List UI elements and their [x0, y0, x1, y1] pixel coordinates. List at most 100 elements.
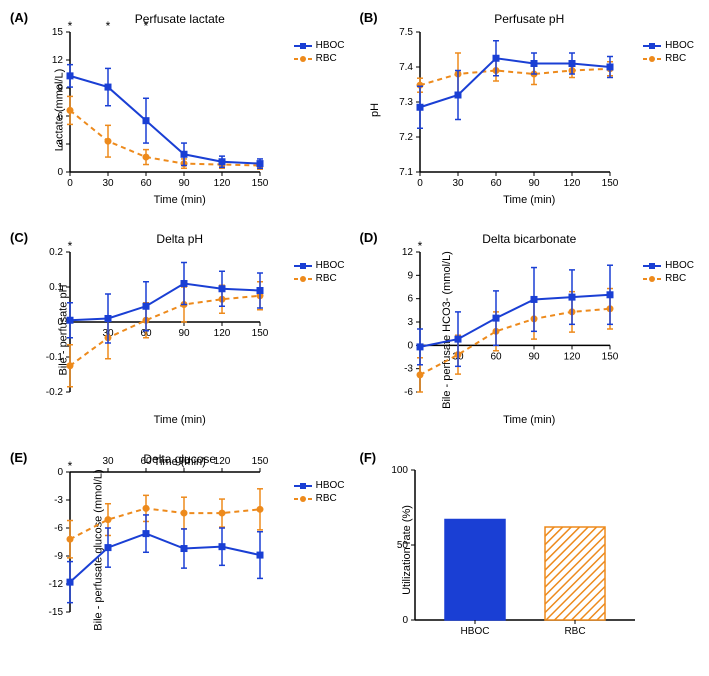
plot-B: 7.17.27.37.47.50306090120150	[420, 32, 610, 172]
svg-text:*: *	[68, 239, 73, 253]
svg-text:0.1: 0.1	[49, 282, 63, 293]
svg-text:90: 90	[178, 178, 190, 189]
svg-text:90: 90	[178, 328, 190, 339]
panel-F: (F)Utilization rate (%) 050100HBOCRBC	[360, 450, 700, 650]
panel-label-F: (F)	[360, 450, 377, 465]
legend-item-rbc: RBC	[294, 53, 345, 64]
plot-A: 036912150306090120150***	[70, 32, 260, 172]
legend-label-hboc: HBOC	[665, 260, 694, 271]
svg-text:30: 30	[102, 456, 114, 467]
svg-text:7.4: 7.4	[399, 62, 413, 73]
svg-text:*: *	[68, 459, 73, 473]
svg-text:-6: -6	[54, 523, 63, 534]
title-D: Delta bicarbonate	[482, 232, 576, 246]
svg-text:0: 0	[67, 178, 73, 189]
ylabel-B: pH	[369, 103, 381, 117]
svg-text:RBC: RBC	[564, 626, 585, 637]
xlabel-C: Time (min)	[154, 414, 206, 426]
legend-label-rbc: RBC	[316, 273, 337, 284]
svg-text:60: 60	[140, 456, 152, 467]
legend-label-hboc: HBOC	[316, 480, 345, 491]
svg-text:90: 90	[528, 178, 540, 189]
svg-text:150: 150	[601, 178, 618, 189]
svg-text:150: 150	[252, 456, 269, 467]
plot-F: 050100HBOCRBC	[415, 470, 635, 620]
xlabel-B: Time (min)	[503, 194, 555, 206]
legend-item-hboc: HBOC	[643, 260, 694, 271]
svg-text:-3: -3	[54, 495, 63, 506]
svg-text:0: 0	[57, 467, 63, 478]
svg-text:*: *	[68, 19, 73, 33]
legend-label-rbc: RBC	[316, 493, 337, 504]
legend-label-hboc: HBOC	[665, 40, 694, 51]
svg-text:-15: -15	[49, 607, 64, 618]
svg-text:-0.2: -0.2	[46, 387, 64, 398]
svg-text:12: 12	[52, 55, 64, 66]
legend: HBOC RBC	[643, 40, 694, 66]
svg-text:7.2: 7.2	[399, 132, 413, 143]
svg-text:60: 60	[140, 178, 152, 189]
panel-B: (B)Perfusate pHpHTime (min)7.17.27.37.47…	[360, 10, 700, 210]
svg-text:0: 0	[57, 317, 63, 328]
plot-D: -6-3036912306090120150*	[420, 252, 610, 392]
svg-text:-3: -3	[404, 364, 413, 375]
svg-text:50: 50	[396, 540, 408, 551]
svg-text:6: 6	[407, 294, 413, 305]
xlabel-D: Time (min)	[503, 414, 555, 426]
svg-text:-6: -6	[404, 387, 413, 398]
panel-label-C: (C)	[10, 230, 28, 245]
svg-text:12: 12	[401, 247, 413, 258]
panel-D: (D)Delta bicarbonateBile - perfusate HCO…	[360, 230, 700, 430]
panel-label-E: (E)	[10, 450, 27, 465]
legend-item-hboc: HBOC	[294, 260, 345, 271]
legend-item-hboc: HBOC	[294, 40, 345, 51]
svg-text:9: 9	[407, 270, 413, 281]
svg-text:0: 0	[57, 167, 63, 178]
xlabel-A: Time (min)	[154, 194, 206, 206]
panel-label-A: (A)	[10, 10, 28, 25]
panel-A: (A)Perfusate lactateLactate (mmol/L)Time…	[10, 10, 350, 210]
svg-text:7.3: 7.3	[399, 97, 413, 108]
legend-item-hboc: HBOC	[643, 40, 694, 51]
legend: HBOC RBC	[294, 260, 345, 286]
svg-text:*: *	[144, 19, 149, 33]
svg-text:6: 6	[57, 111, 63, 122]
svg-text:120: 120	[214, 456, 231, 467]
svg-text:0: 0	[417, 178, 423, 189]
svg-text:3: 3	[57, 139, 63, 150]
svg-text:90: 90	[178, 456, 190, 467]
svg-text:7.1: 7.1	[399, 167, 413, 178]
legend-item-rbc: RBC	[643, 273, 694, 284]
plot-C: -0.2-0.100.10.2306090120150*	[70, 252, 260, 392]
svg-text:15: 15	[52, 27, 64, 38]
legend-label-rbc: RBC	[316, 53, 337, 64]
svg-text:-12: -12	[49, 579, 64, 590]
svg-text:0: 0	[402, 615, 408, 626]
legend-item-rbc: RBC	[294, 493, 345, 504]
panel-label-B: (B)	[360, 10, 378, 25]
panel-C: (C)Delta pHBile - perfusate pHTime (min)…	[10, 230, 350, 430]
legend-item-rbc: RBC	[294, 273, 345, 284]
legend-label-hboc: HBOC	[316, 260, 345, 271]
legend: HBOC RBC	[294, 480, 345, 506]
legend-item-hboc: HBOC	[294, 480, 345, 491]
legend-label-hboc: HBOC	[316, 40, 345, 51]
panel-label-D: (D)	[360, 230, 378, 245]
svg-text:*: *	[106, 19, 111, 33]
title-B: Perfusate pH	[494, 12, 564, 26]
svg-text:150: 150	[252, 178, 269, 189]
svg-text:150: 150	[601, 351, 618, 362]
svg-text:0.2: 0.2	[49, 247, 63, 258]
legend-label-rbc: RBC	[665, 273, 686, 284]
svg-text:60: 60	[490, 351, 502, 362]
panel-E: (E)Delta glucoseBile - perfusate glucose…	[10, 450, 350, 650]
svg-text:120: 120	[214, 328, 231, 339]
svg-text:120: 120	[563, 351, 580, 362]
svg-text:-9: -9	[54, 551, 63, 562]
svg-text:150: 150	[252, 328, 269, 339]
legend: HBOC RBC	[643, 260, 694, 286]
svg-text:3: 3	[407, 317, 413, 328]
plot-E: -15-12-9-6-30306090120150*	[70, 472, 260, 612]
svg-text:100: 100	[391, 465, 408, 476]
svg-text:7.5: 7.5	[399, 27, 413, 38]
